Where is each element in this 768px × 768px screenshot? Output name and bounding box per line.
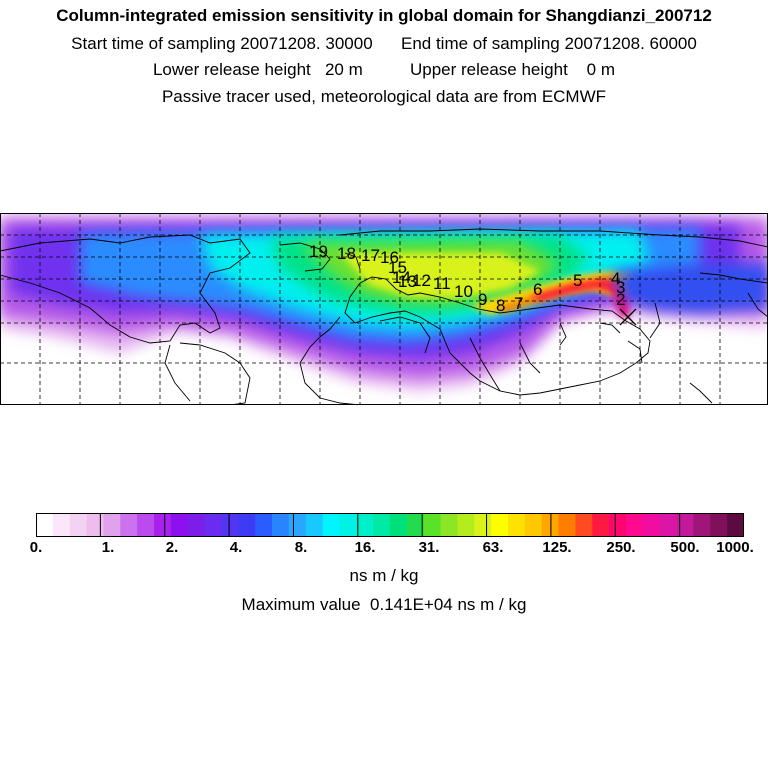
colorbar-cell bbox=[103, 513, 121, 537]
colorbar-cell bbox=[575, 513, 593, 537]
colorbar-tick: 63. bbox=[482, 539, 504, 556]
colorbar-cells bbox=[36, 513, 744, 537]
colorbar-cell bbox=[541, 513, 559, 537]
lat-lon-grid bbox=[0, 213, 768, 405]
colorbar-cell bbox=[727, 513, 744, 537]
colorbar-tick: 2. bbox=[165, 539, 179, 556]
trajectory-label-3: 3 bbox=[616, 278, 625, 297]
colorbar bbox=[36, 513, 744, 537]
trajectory-label-9: 9 bbox=[478, 290, 487, 309]
colorbar-tick: 1000. bbox=[716, 539, 754, 556]
trajectory-label-16: 16 bbox=[380, 248, 399, 267]
colorbar-cell bbox=[36, 513, 54, 537]
trajectory-label-15: 15 bbox=[388, 258, 407, 277]
colorbar-cell bbox=[154, 513, 172, 537]
map-title: Column-integrated emission sensitivity i… bbox=[56, 6, 712, 25]
colorbar-tick: 8. bbox=[294, 539, 308, 556]
colorbar-cell bbox=[322, 513, 340, 537]
trajectory-label-2: 2 bbox=[616, 290, 625, 309]
trajectory-label-6: 6 bbox=[533, 280, 542, 299]
colorbar-cell bbox=[272, 513, 290, 537]
colorbar-cell bbox=[693, 513, 711, 537]
colorbar-cell bbox=[221, 513, 239, 537]
colorbar-cell bbox=[592, 513, 610, 537]
colorbar-cell bbox=[69, 513, 87, 537]
trajectory-label-18: 18 bbox=[337, 244, 356, 263]
tracer-info-line: Passive tracer used, meteorological data… bbox=[161, 87, 607, 106]
colorbar-cell bbox=[508, 513, 526, 537]
colorbar-cell bbox=[710, 513, 728, 537]
colorbar-tick: 16. bbox=[354, 539, 376, 556]
colorbar-cell bbox=[659, 513, 677, 537]
colorbar-tick: 31. bbox=[418, 539, 440, 556]
trajectory-label-5: 5 bbox=[573, 271, 582, 290]
colorbar-cell bbox=[457, 513, 475, 537]
colorbar-tick: 500. bbox=[670, 539, 700, 556]
colorbar-separators bbox=[99, 513, 681, 537]
colorbar-cell bbox=[52, 513, 71, 537]
colorbar-cell bbox=[137, 513, 155, 537]
trajectory-label-11: 11 bbox=[433, 274, 451, 293]
trajectory-label-10: 10 bbox=[454, 282, 473, 301]
trajectory-label-19: 19 bbox=[309, 242, 328, 261]
colorbar-cell bbox=[390, 513, 408, 537]
trajectory-label-4: 4 bbox=[611, 269, 620, 288]
colorbar-cell bbox=[86, 513, 104, 537]
maximum-value-text: Maximum value 0.141E+04 ns m / kg bbox=[241, 595, 527, 614]
colorbar-tick: 250. bbox=[606, 539, 636, 556]
trajectory-label-8: 8 bbox=[496, 296, 505, 315]
colorbar-frame bbox=[36, 513, 744, 537]
colorbar-cell bbox=[642, 513, 661, 537]
release-height-line: Lower release height 20 m Upper release … bbox=[152, 60, 616, 79]
colorbar-cell bbox=[356, 513, 374, 537]
colorbar-tick: 1. bbox=[101, 539, 115, 556]
emission-sensitivity-map: 19 18 17 16 15 14 13 12 11 10 9 8 7 6 5 … bbox=[0, 213, 768, 405]
colorbar-cell bbox=[288, 513, 307, 537]
colorbar-cell bbox=[204, 513, 222, 537]
colorbar-cell bbox=[187, 513, 205, 537]
colorbar-cell bbox=[558, 513, 576, 537]
colorbar-cell bbox=[120, 513, 138, 537]
station-marker bbox=[619, 308, 637, 326]
colorbar-cell bbox=[676, 513, 694, 537]
sensitivity-field bbox=[0, 213, 768, 405]
colorbar-tick: 0. bbox=[29, 539, 43, 556]
trajectory-label-17: 17 bbox=[361, 246, 380, 265]
colorbar-tick-labels: 0. 1. 2. 4. 8. 16. 31. 63. 125. 250. 500… bbox=[0, 537, 768, 561]
colorbar-cell bbox=[440, 513, 458, 537]
colorbar-cell bbox=[406, 513, 425, 537]
colorbar-cell bbox=[609, 513, 627, 537]
colorbar-cell bbox=[305, 513, 323, 537]
sampling-time-line: Start time of sampling 20071208. 30000 E… bbox=[71, 34, 697, 53]
trajectory-label-14: 14 bbox=[392, 268, 411, 287]
colorbar-cell bbox=[491, 513, 509, 537]
colorbar-tick: 125. bbox=[542, 539, 572, 556]
trajectory-labels: 19 18 17 16 15 14 13 12 11 10 9 8 7 6 5 … bbox=[309, 242, 625, 315]
trajectory-label-7: 7 bbox=[514, 294, 523, 313]
colorbar-tick: 4. bbox=[229, 539, 243, 556]
colorbar-unit: ns m / kg bbox=[349, 566, 419, 585]
colorbar-cell bbox=[373, 513, 391, 537]
colorbar-cell bbox=[170, 513, 189, 537]
colorbar-cell bbox=[339, 513, 357, 537]
colorbar-cell bbox=[626, 513, 644, 537]
trajectory-label-13: 13 bbox=[398, 272, 417, 291]
colorbar-cell bbox=[423, 513, 441, 537]
colorbar-cell bbox=[524, 513, 543, 537]
colorbar-cell bbox=[255, 513, 273, 537]
trajectory-label-12: 12 bbox=[412, 271, 431, 290]
colorbar-cell bbox=[238, 513, 256, 537]
colorbar-cell bbox=[474, 513, 492, 537]
